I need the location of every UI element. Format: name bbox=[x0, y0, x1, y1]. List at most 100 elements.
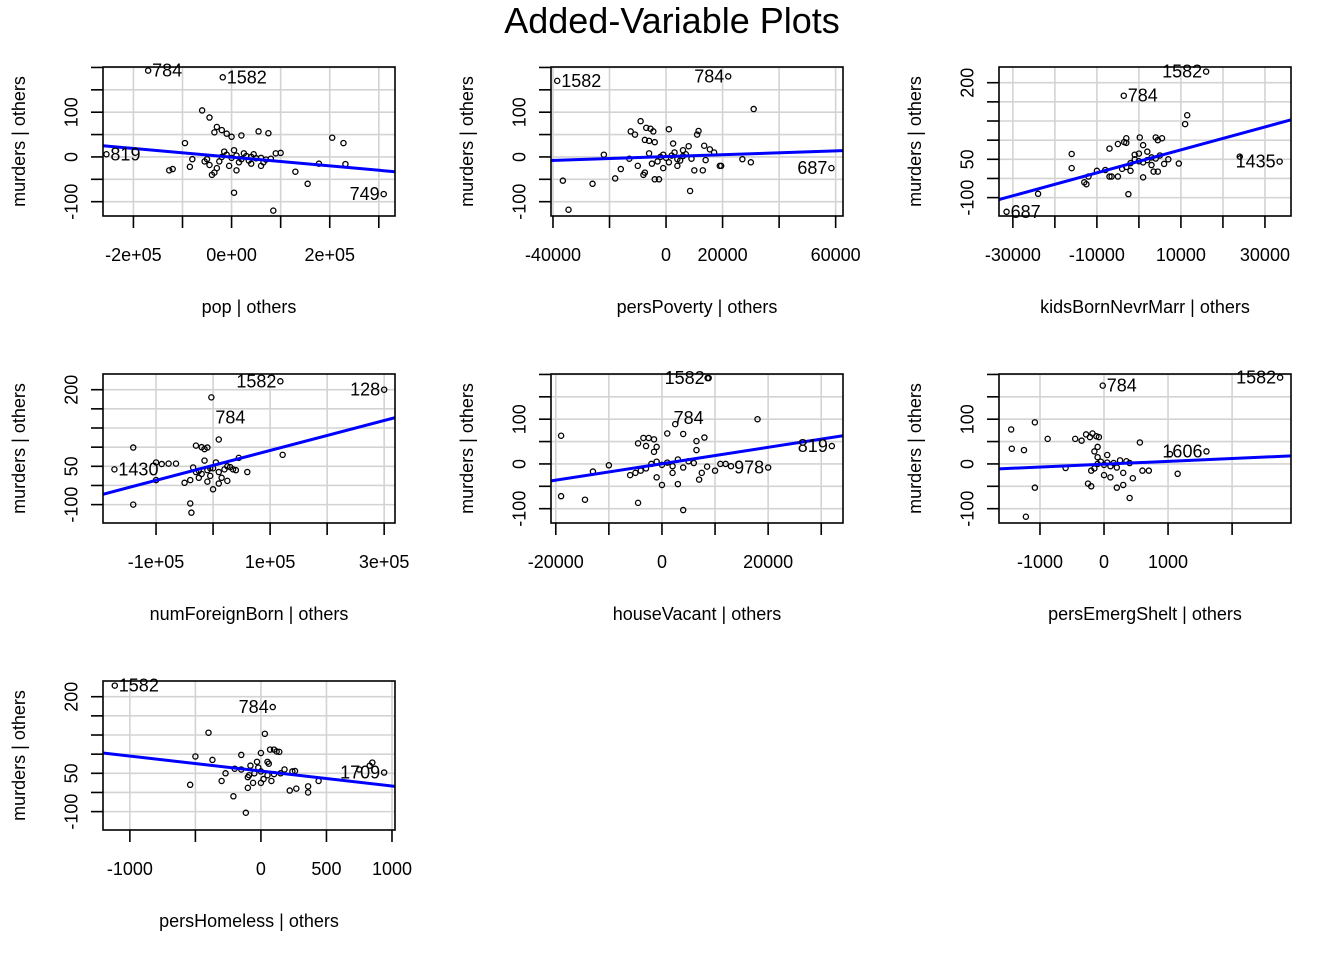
data-point bbox=[253, 758, 261, 766]
data-point bbox=[1034, 190, 1042, 198]
data-point bbox=[1007, 426, 1015, 433]
data-point bbox=[1114, 140, 1122, 148]
y-tick-label: -100 bbox=[62, 794, 82, 830]
chart-title: Added-Variable Plots bbox=[504, 0, 840, 41]
fit-line bbox=[103, 144, 395, 174]
fit-line bbox=[551, 149, 843, 163]
data-point bbox=[215, 480, 223, 487]
data-point bbox=[1166, 450, 1174, 458]
y-tick-label: 0 bbox=[62, 152, 82, 162]
outlier-point bbox=[1203, 448, 1210, 455]
data-point bbox=[1103, 451, 1111, 459]
data-point bbox=[659, 164, 667, 172]
data-point bbox=[1135, 150, 1143, 157]
data-point bbox=[215, 436, 223, 443]
outlier-label: 784 bbox=[694, 66, 724, 86]
x-tick-label: -40000 bbox=[525, 245, 581, 265]
points bbox=[1007, 419, 1181, 520]
grid bbox=[103, 67, 395, 216]
data-point bbox=[665, 159, 673, 166]
outlier-point bbox=[1120, 92, 1128, 99]
data-point bbox=[1145, 467, 1153, 474]
data-point bbox=[664, 430, 671, 437]
data-point bbox=[187, 500, 194, 507]
outlier-point bbox=[144, 67, 152, 74]
data-point bbox=[265, 129, 272, 137]
data-point bbox=[665, 125, 673, 133]
data-point bbox=[166, 167, 173, 174]
data-point bbox=[1183, 112, 1191, 119]
y-tick-label: 50 bbox=[958, 149, 978, 169]
y-axis: -100 0 100 bbox=[510, 373, 551, 527]
data-point bbox=[172, 460, 180, 467]
x-tick-label: 20000 bbox=[698, 245, 748, 265]
x-tick-label: 0 bbox=[256, 859, 266, 879]
data-point bbox=[557, 492, 565, 500]
data-point bbox=[1181, 120, 1189, 128]
data-point bbox=[698, 469, 706, 477]
x-tick-label: 500 bbox=[311, 859, 341, 879]
points bbox=[1034, 112, 1243, 198]
data-point bbox=[695, 476, 703, 483]
data-point bbox=[277, 149, 284, 157]
data-point bbox=[658, 481, 666, 489]
outlier-label: 749 bbox=[350, 184, 380, 204]
data-point bbox=[1113, 464, 1121, 471]
grid bbox=[103, 374, 395, 523]
data-point bbox=[703, 463, 711, 470]
data-point bbox=[643, 124, 650, 132]
data-point bbox=[225, 162, 233, 170]
outlier-label: 784 bbox=[152, 61, 182, 81]
data-point bbox=[250, 151, 257, 158]
data-point bbox=[1139, 467, 1146, 474]
outlier-label: 1582 bbox=[1236, 368, 1276, 388]
outlier-label: 819 bbox=[110, 144, 140, 164]
data-point bbox=[1095, 433, 1103, 441]
data-point bbox=[645, 137, 653, 145]
data-point bbox=[727, 462, 735, 470]
data-point bbox=[224, 477, 231, 485]
data-point bbox=[1107, 474, 1114, 481]
data-point bbox=[304, 789, 312, 796]
points bbox=[557, 415, 761, 514]
x-tick-label: -30000 bbox=[985, 245, 1041, 265]
data-point bbox=[238, 751, 245, 759]
y-tick-label: 200 bbox=[62, 375, 82, 405]
data-point bbox=[1165, 156, 1172, 163]
data-point bbox=[222, 770, 229, 777]
data-point bbox=[1022, 513, 1030, 520]
fit-line bbox=[999, 118, 1291, 201]
data-point bbox=[581, 496, 589, 503]
data-point bbox=[206, 114, 213, 121]
x-tick-label: 20000 bbox=[743, 552, 793, 572]
data-point bbox=[249, 779, 257, 787]
data-point bbox=[204, 444, 211, 451]
data-point bbox=[216, 158, 223, 165]
fit-line bbox=[103, 416, 395, 496]
data-point bbox=[1158, 134, 1166, 142]
data-point bbox=[293, 785, 300, 792]
outlier-point bbox=[828, 442, 836, 450]
data-point bbox=[181, 479, 188, 487]
y-axis-title: murders | others bbox=[457, 383, 477, 514]
points bbox=[559, 105, 757, 213]
data-point bbox=[195, 474, 203, 482]
y-tick-label: -100 bbox=[510, 184, 530, 220]
outlier-point bbox=[111, 466, 118, 473]
y-axis: -100 0 100 bbox=[958, 373, 999, 527]
data-point bbox=[266, 746, 274, 753]
grid bbox=[103, 681, 395, 830]
data-point bbox=[654, 158, 661, 165]
data-point bbox=[1100, 471, 1108, 479]
outlier-point bbox=[380, 386, 388, 393]
outlier-label: 784 bbox=[674, 408, 704, 428]
data-point bbox=[650, 436, 658, 443]
y-axis: -100 0 100 bbox=[62, 66, 103, 220]
data-point bbox=[605, 462, 613, 469]
y-axis-title: murders | others bbox=[457, 76, 477, 207]
data-point bbox=[1174, 470, 1181, 478]
panel-persPoverty: 1582 784 687 -40000 0 20000 60000 -100 0 100 persP… bbox=[457, 66, 861, 317]
data-point bbox=[669, 140, 677, 147]
data-point bbox=[192, 442, 200, 449]
